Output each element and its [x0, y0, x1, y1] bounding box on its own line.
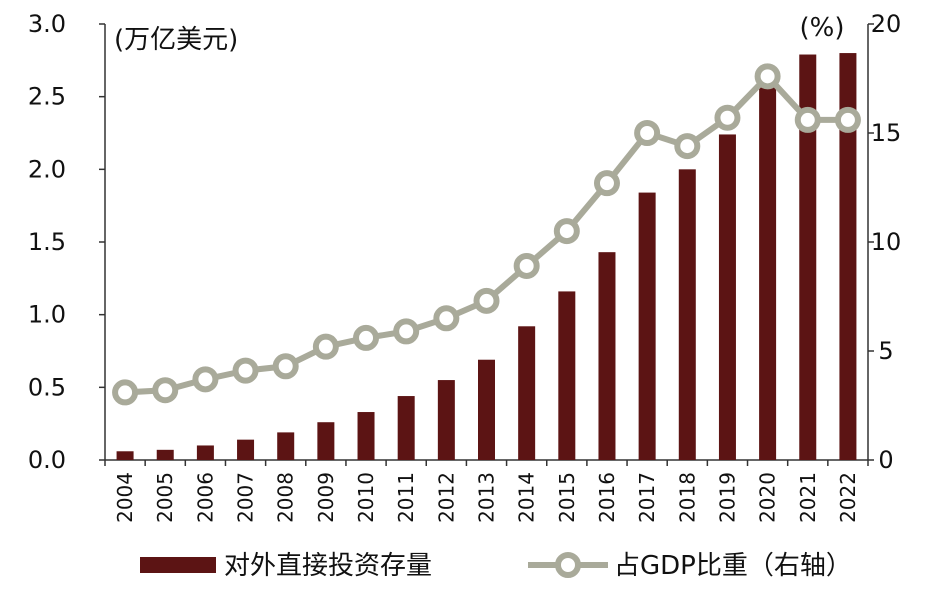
bar-2017: [638, 192, 656, 460]
point-2021: [794, 106, 821, 133]
bar-2014: [518, 326, 536, 460]
legend: 对外直接投资存量 占GDP比重（右轴）: [140, 551, 852, 581]
x-tick-label: 2018: [675, 472, 699, 523]
bar-2021: [799, 54, 817, 461]
x-tick-label: 2004: [113, 472, 137, 523]
point-2013: [473, 287, 500, 314]
x-tick-label: 2022: [836, 472, 860, 523]
bar-2005: [156, 449, 174, 460]
point-2015: [553, 218, 580, 245]
point-2012: [433, 305, 460, 332]
gdp-share-line: [124, 73, 848, 396]
bar-2004: [116, 451, 134, 460]
bar-2006: [196, 445, 214, 460]
point-2016: [593, 170, 620, 197]
right-axis-ticks: 0 5 10 15 20: [868, 10, 901, 474]
bar-series: [116, 53, 857, 461]
left-tick-label: 1.0: [28, 301, 66, 329]
x-tick-label: 2016: [595, 472, 619, 523]
x-tick-label: 2008: [274, 472, 298, 523]
x-tick-label: 2010: [354, 472, 378, 523]
right-tick-label: 15: [871, 119, 902, 147]
right-tick-label: 0: [878, 446, 893, 474]
legend-label-gdp-share: 占GDP比重（右轴）: [614, 551, 852, 581]
x-tick-label: 2007: [234, 472, 258, 523]
bar-2010: [357, 412, 375, 460]
point-2018: [674, 133, 701, 160]
point-2005: [152, 377, 179, 404]
right-tick-label: 5: [878, 337, 893, 365]
x-axis-ticks: 2004 2005 2006 2007 2008 2009 2010 2011 2012 2013…: [104, 460, 869, 523]
x-tick-label: 2006: [193, 472, 217, 523]
point-2011: [393, 318, 420, 345]
right-tick-label: 20: [871, 10, 902, 38]
point-2017: [634, 120, 661, 146]
x-tick-label: 2009: [314, 472, 338, 523]
left-tick-label: 3.0: [28, 10, 66, 38]
point-2004: [112, 379, 139, 406]
right-axis-unit: (%): [800, 13, 845, 43]
bar-2009: [317, 422, 335, 460]
bar-2022: [839, 53, 857, 461]
point-2010: [353, 324, 380, 351]
bar-2013: [478, 359, 495, 460]
bar-2020: [759, 85, 777, 460]
bar-2007: [237, 439, 255, 460]
left-tick-label: 0.5: [28, 373, 66, 401]
line-series: [112, 63, 861, 406]
point-2009: [312, 333, 339, 360]
x-tick-label: 2015: [555, 472, 579, 523]
bar-2016: [598, 252, 616, 460]
x-tick-label: 2020: [756, 472, 780, 523]
point-2007: [232, 357, 259, 384]
point-2014: [513, 252, 540, 279]
x-tick-label: 2019: [715, 472, 739, 523]
x-tick-label: 2012: [434, 472, 458, 523]
right-tick-label: 10: [871, 228, 902, 256]
point-2020: [754, 63, 781, 90]
left-tick-label: 1.5: [28, 228, 66, 256]
point-2008: [272, 353, 299, 380]
left-tick-label: 0.0: [28, 446, 66, 474]
x-tick-label: 2013: [475, 472, 499, 523]
bar-2015: [558, 291, 576, 460]
x-tick-label: 2017: [635, 472, 659, 523]
left-axis-ticks: 0.0 0.5 1.0 1.5 2.0 2.5 3.0: [28, 10, 105, 474]
left-tick-label: 2.5: [28, 83, 66, 111]
bar-2019: [718, 134, 736, 460]
bar-2011: [397, 396, 415, 460]
bar-2018: [678, 169, 696, 461]
legend-label-fdi-stock: 对外直接投资存量: [224, 551, 432, 581]
point-2006: [192, 366, 219, 393]
x-tick-label: 2011: [394, 472, 418, 523]
x-tick-label: 2021: [796, 472, 820, 523]
point-2019: [714, 104, 741, 131]
point-2022: [834, 106, 861, 133]
legend-bar-swatch: [140, 557, 216, 573]
bar-2012: [437, 380, 455, 460]
x-tick-label: 2014: [515, 472, 539, 523]
legend-line-marker: [555, 552, 581, 578]
left-axis-unit: (万亿美元): [114, 25, 238, 55]
left-tick-label: 2.0: [28, 155, 66, 183]
x-tick-label: 2005: [153, 472, 177, 523]
bar-2008: [277, 432, 295, 460]
